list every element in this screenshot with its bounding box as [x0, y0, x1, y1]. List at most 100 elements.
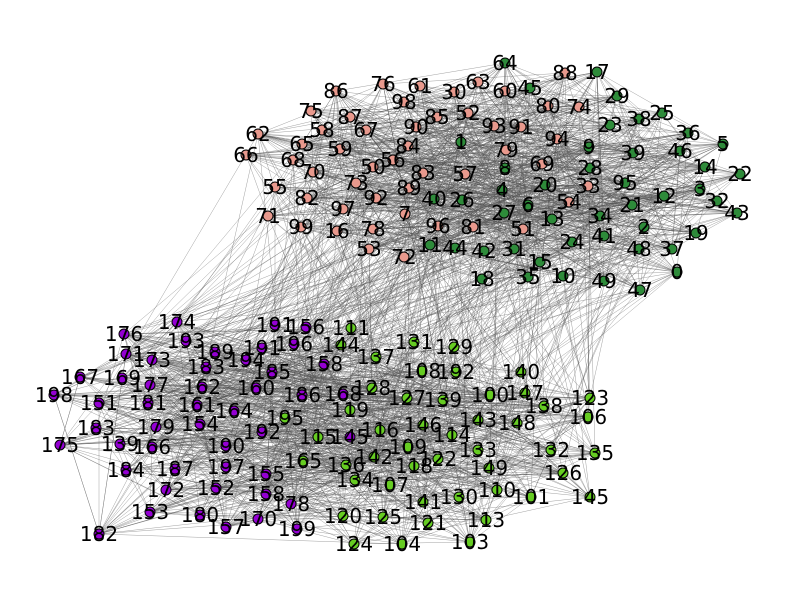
graph-node-label: 178 [272, 492, 310, 516]
graph-node-label: 155 [247, 462, 285, 486]
graph-node-label: 133 [459, 438, 497, 462]
graph-edge [596, 71, 605, 237]
graph-node [551, 133, 563, 145]
graph-edge [98, 62, 506, 535]
graph-edge [504, 90, 591, 498]
graph-node-label: 128 [353, 376, 391, 400]
graph-node [194, 418, 206, 430]
graph-node [260, 468, 272, 480]
graph-node-label: 115 [299, 425, 337, 449]
graph-edge [375, 356, 384, 518]
graph-edge [225, 371, 273, 468]
graph-edge [407, 132, 689, 448]
graph-edge [199, 423, 263, 433]
graph-edge [342, 195, 665, 517]
graph-edge [562, 166, 706, 277]
graph-edge [516, 422, 591, 498]
graph-edge [151, 324, 276, 448]
graph-node [446, 429, 458, 441]
graph-edges [53, 62, 741, 545]
graph-edge [342, 141, 462, 395]
graph-edge [493, 125, 498, 491]
graph-edge [284, 370, 423, 419]
graph-edge [422, 172, 541, 263]
graph-node-label: 60 [492, 79, 517, 103]
graph-edge [261, 347, 460, 498]
graph-node-label: 14 [692, 155, 717, 179]
graph-edge [335, 90, 641, 291]
graph-edge [639, 132, 689, 291]
graph-node [459, 168, 471, 180]
graph-node-label: 164 [215, 399, 253, 423]
graph-node-label: 197 [207, 455, 245, 479]
graph-node [252, 513, 264, 525]
graph-edge [123, 256, 405, 335]
graph-node [731, 207, 743, 219]
graph-node-label: 73 [343, 171, 368, 195]
graph-edge [503, 124, 611, 214]
graph-node-label: 56 [380, 148, 405, 172]
graph-node [538, 400, 550, 412]
graph-edge [215, 487, 298, 530]
graph-edge [267, 129, 323, 217]
graph-node-label: 8 [499, 156, 512, 180]
graph-edge [317, 371, 457, 438]
graph-node [228, 405, 240, 417]
graph-edge [413, 465, 460, 498]
graph-edge [301, 90, 337, 396]
graph-edge [151, 359, 532, 498]
graph-edge [233, 62, 506, 412]
graph-edge [98, 405, 545, 535]
graph-node-label: 26 [449, 188, 474, 212]
graph-node [396, 538, 408, 550]
graph-node-label: 61 [407, 74, 432, 98]
graph-edge [225, 87, 531, 528]
graph-node [448, 86, 460, 98]
graph-edge [301, 90, 337, 145]
graph-node-label: 97 [330, 197, 355, 221]
graph-edge [372, 228, 564, 277]
graph-edge [458, 226, 474, 498]
graph-node-label: 134 [336, 468, 374, 492]
graph-edge [427, 150, 681, 524]
graph-edge [551, 72, 566, 220]
graph-node [499, 57, 511, 69]
graph-node-label: 34 [587, 204, 612, 228]
graph-edge [151, 359, 227, 447]
graph-edge [504, 62, 634, 154]
graph-edge [274, 324, 298, 530]
graph-node [401, 392, 413, 404]
graph-edge [504, 62, 689, 134]
graph-edge [437, 112, 663, 227]
graph-edge [301, 143, 706, 168]
graph-edge [453, 346, 596, 454]
graph-edge [53, 394, 292, 505]
graph-node [334, 143, 346, 155]
graph-node-label: 89 [396, 176, 421, 200]
graph-node-label: 162 [183, 375, 221, 399]
graph-edge [98, 456, 375, 535]
graph-edge [530, 248, 640, 498]
graph-edge [257, 436, 319, 520]
graph-node-label: 91 [508, 115, 533, 139]
graph-edge [321, 129, 515, 250]
graph-edge [301, 83, 384, 145]
graph-edge [624, 182, 697, 234]
graph-edge [345, 173, 741, 466]
graph-edge [587, 185, 673, 250]
graph-node [453, 491, 465, 503]
graph-node [594, 210, 606, 222]
graph-edge [123, 333, 356, 481]
graph-edge [504, 62, 580, 108]
graph-node [450, 366, 462, 378]
graph-node-label: 137 [357, 345, 395, 369]
graph-edge [488, 467, 532, 498]
graph-edge [174, 410, 235, 470]
graph-node-label: 160 [237, 376, 275, 400]
graph-edge [292, 159, 706, 168]
graph-edge [354, 129, 367, 481]
graph-node-label: 63 [465, 70, 490, 94]
graph-node [674, 145, 686, 157]
graph-edge [477, 106, 580, 421]
graph-edge [215, 487, 227, 528]
